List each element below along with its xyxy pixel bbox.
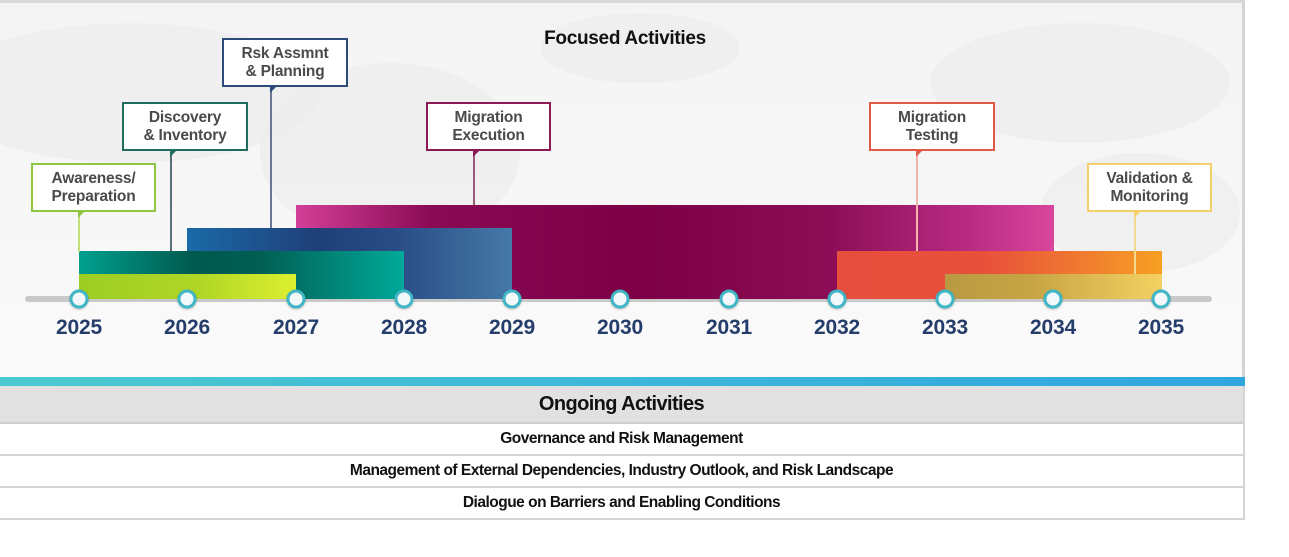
year-label: 2026 [164, 316, 210, 339]
stem-discovery [170, 151, 172, 251]
tip-discovery [170, 151, 176, 157]
year-node-2025 [69, 289, 89, 309]
ongoing-activity-row: Dialogue on Barriers and Enabling Condit… [0, 488, 1243, 520]
year-label: 2028 [381, 316, 427, 339]
year-label: 2031 [706, 316, 752, 339]
label-awareness-preparation: Awareness/Preparation [31, 163, 156, 212]
year-label: 2030 [597, 316, 643, 339]
focused-activities-title: Focused Activities [544, 28, 706, 49]
ongoing-activities-table: Ongoing Activities Governance and Risk M… [0, 386, 1245, 520]
year-node-2031 [719, 289, 739, 309]
year-label: 2035 [1138, 316, 1184, 339]
stem-execution [473, 151, 475, 205]
tip-risk [270, 87, 276, 93]
year-label: 2033 [922, 316, 968, 339]
year-label: 2025 [56, 316, 102, 339]
stem-risk [270, 87, 272, 228]
year-node-2028 [394, 289, 414, 309]
year-node-2033 [935, 289, 955, 309]
year-node-2030 [610, 289, 630, 309]
ongoing-activity-row: Management of External Dependencies, Ind… [0, 456, 1243, 488]
year-node-2029 [502, 289, 522, 309]
label-migration-testing: Migration Testing [869, 102, 995, 151]
tip-testing [916, 151, 922, 157]
year-node-2034 [1043, 289, 1063, 309]
tip-execution [473, 151, 479, 157]
year-node-2026 [177, 289, 197, 309]
year-node-2032 [827, 289, 847, 309]
label-migration-execution: Migration Execution [426, 102, 551, 151]
label-discovery-inventory: Discovery & Inventory [122, 102, 248, 151]
year-label: 2027 [273, 316, 319, 339]
stem-awareness [78, 212, 80, 252]
year-label: 2034 [1030, 316, 1076, 339]
label-risk-assessment-planning: Rsk Assmnt & Planning [222, 38, 348, 87]
stem-testing [916, 151, 918, 251]
ongoing-activities-header: Ongoing Activities [0, 386, 1243, 424]
year-label: 2032 [814, 316, 860, 339]
ongoing-activity-row: Governance and Risk Management [0, 424, 1243, 456]
label-validation-monitoring: Validation & Monitoring [1087, 163, 1212, 212]
section-divider [0, 377, 1245, 386]
year-node-2027 [286, 289, 306, 309]
tip-awareness [78, 212, 84, 218]
year-label: 2029 [489, 316, 535, 339]
year-node-2035 [1151, 289, 1171, 309]
stem-validation [1134, 212, 1136, 274]
tip-validation [1134, 212, 1140, 218]
